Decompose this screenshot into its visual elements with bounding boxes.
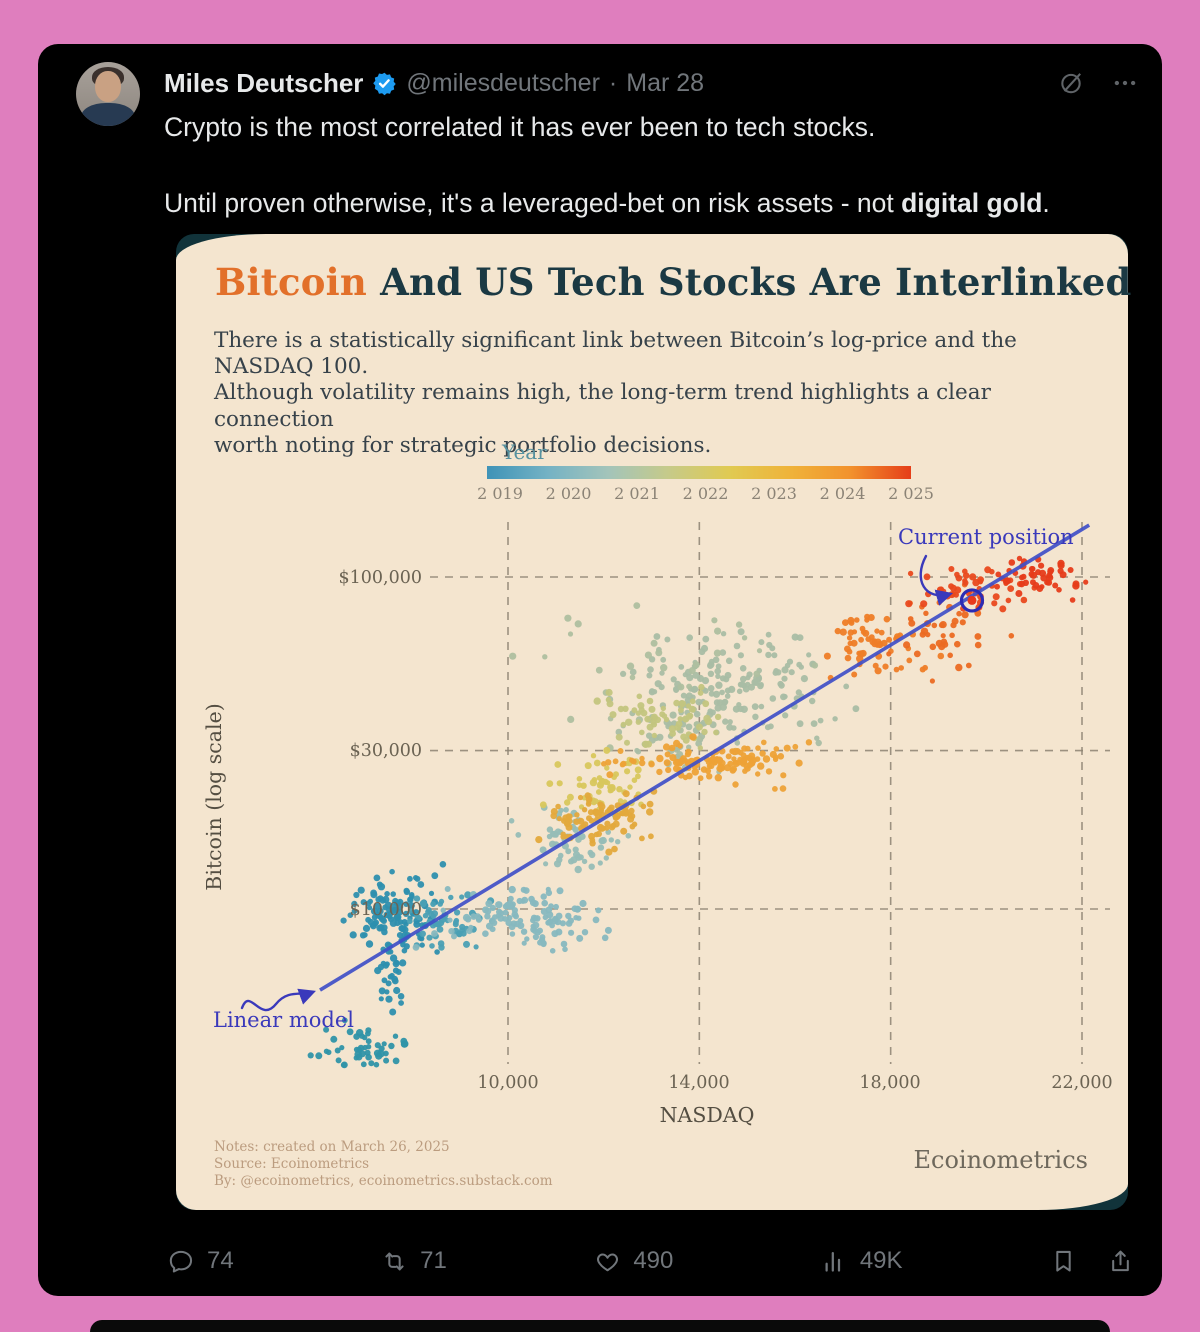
scatter-plot: $100,000 $30,000 $10,000 10,000 14,000 1…: [202, 522, 1113, 1127]
chart-note-line: By: @ecoinometrics, ecoinometrics.substa…: [214, 1172, 553, 1189]
tweet-actions: 74 71 490 49K: [38, 1236, 1162, 1286]
like-button[interactable]: 490: [594, 1247, 673, 1275]
y-axis-label: Bitcoin (log scale): [202, 703, 226, 890]
like-icon: [597, 1253, 619, 1271]
footer-end-actions: [1050, 1248, 1134, 1275]
repost-count: 71: [420, 1247, 447, 1274]
colorbar-tick: 2 024: [819, 484, 866, 503]
tweet-bold-phrase: digital gold: [901, 188, 1043, 218]
annotation-current-position: Current position: [898, 525, 1074, 549]
chart-brand: Ecoinometrics: [913, 1146, 1088, 1174]
y-tick-10000: $10,000: [350, 900, 422, 920]
colorbar-tick: 2 019: [477, 484, 523, 503]
chart-note-line: Source: Ecoinometrics: [214, 1155, 370, 1172]
x-tick-22000: 22,000: [1051, 1073, 1112, 1093]
trend-line: [319, 523, 1091, 992]
header-separator: ·: [608, 69, 618, 97]
avatar[interactable]: [76, 62, 140, 126]
x-tick-18000: 18,000: [859, 1073, 920, 1093]
colorbar-tick: 2 023: [751, 484, 797, 503]
chart-card: Bitcoin And US Tech Stocks Are Interlink…: [176, 234, 1131, 1210]
tweet-line-1: Crypto is the most correlated it has eve…: [164, 112, 876, 142]
tweet-date[interactable]: Mar 28: [626, 69, 705, 97]
avatar-shirt: [81, 103, 135, 126]
verified-badge-icon: [372, 71, 397, 96]
chart-subtitle: There is a statistically significant lin…: [214, 328, 1017, 458]
colorbar-tick: 2 020: [545, 484, 592, 503]
current-position-marker: [959, 588, 985, 613]
grok-icon[interactable]: [1058, 70, 1084, 96]
views-icon: [825, 1251, 840, 1272]
repost-icon: [385, 1252, 404, 1270]
tweet-header: Miles Deutscher @milesdeutscher · Mar 28: [164, 68, 704, 99]
reply-button[interactable]: 74: [168, 1247, 234, 1275]
x-axis-label: NASDAQ: [660, 1103, 755, 1127]
chart-title-rest: And US Tech Stocks Are Interlinked: [366, 260, 1132, 304]
linear-model-arrow: [240, 988, 316, 1012]
next-card-peek[interactable]: [90, 1320, 1110, 1332]
more-menu-icon[interactable]: [1112, 70, 1138, 96]
author-name[interactable]: Miles Deutscher: [164, 68, 364, 98]
chart-title: Bitcoin And US Tech Stocks Are Interlink…: [215, 260, 1132, 304]
tweet-card: Miles Deutscher @milesdeutscher · Mar 28…: [38, 44, 1162, 1296]
tweet-media-chart[interactable]: Bitcoin And US Tech Stocks Are Interlink…: [176, 234, 1131, 1210]
x-tick-14000: 14,000: [668, 1073, 729, 1093]
gridlines: [430, 522, 1110, 1064]
chart-notes: Notes: created on March 26, 2025 Source:…: [214, 1139, 553, 1190]
colorbar-gradient: [487, 466, 911, 479]
views-count: 49K: [859, 1247, 903, 1274]
scatter-points: [307, 555, 1089, 1069]
y-tick-30000: $30,000: [350, 741, 422, 761]
current-position-arrow: [919, 554, 954, 606]
reply-icon: [169, 1250, 193, 1272]
y-tick-100000: $100,000: [338, 568, 422, 588]
chart-title-accent: Bitcoin: [215, 260, 367, 304]
tweet-line-2: Until proven otherwise, it's a leveraged…: [164, 188, 1050, 218]
x-tick-10000: 10,000: [477, 1073, 538, 1093]
colorbar-tick: 2 025: [888, 484, 934, 503]
header-actions: [1058, 70, 1138, 96]
chart-note-line: Notes: created on March 26, 2025: [214, 1139, 450, 1155]
tweet-text: Crypto is the most correlated it has eve…: [164, 108, 1154, 222]
colorbar-tick: 2 021: [614, 484, 660, 503]
colorbar-tick: 2 022: [682, 484, 729, 503]
share-icon[interactable]: [1107, 1248, 1134, 1275]
avatar-face: [95, 71, 121, 102]
colorbar-label: Year: [502, 440, 547, 464]
like-count: 490: [633, 1247, 674, 1274]
bookmark-icon[interactable]: [1050, 1248, 1077, 1275]
repost-button[interactable]: 71: [381, 1247, 447, 1275]
reply-count: 74: [207, 1247, 234, 1274]
views-button[interactable]: 49K: [821, 1247, 903, 1275]
author-handle[interactable]: @milesdeutscher: [406, 69, 600, 97]
annotation-linear-model: Linear model: [213, 1008, 354, 1032]
